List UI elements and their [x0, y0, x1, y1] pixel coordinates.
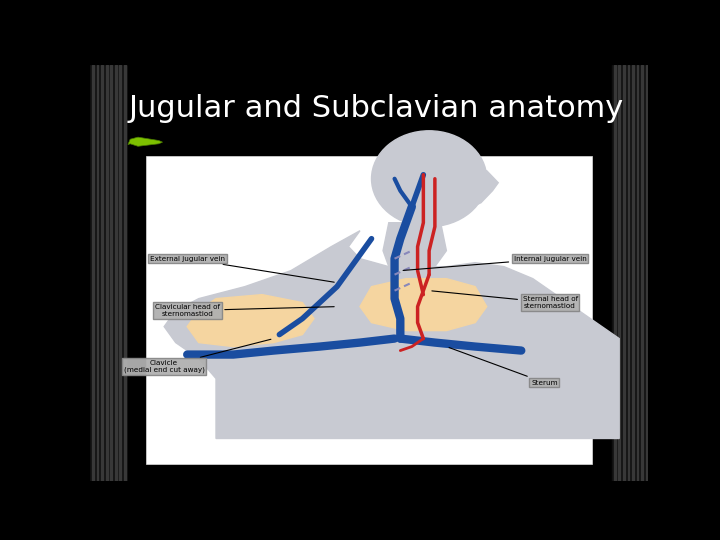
Bar: [115, 65, 117, 481]
Text: Sternal head of
sternomastiod: Sternal head of sternomastiod: [432, 291, 577, 309]
Polygon shape: [164, 231, 619, 438]
Bar: [641, 65, 642, 481]
Polygon shape: [383, 222, 446, 267]
Text: Sterum: Sterum: [449, 348, 557, 386]
Text: Jugular and Subclavian anatomy: Jugular and Subclavian anatomy: [129, 94, 624, 123]
Bar: [619, 65, 621, 481]
Bar: [103, 65, 104, 481]
Bar: [119, 65, 121, 481]
Bar: [124, 65, 126, 481]
Bar: [618, 65, 620, 481]
Bar: [646, 65, 647, 481]
Bar: [102, 65, 103, 481]
Bar: [120, 65, 121, 481]
Bar: [631, 65, 634, 481]
Bar: [110, 65, 112, 481]
Polygon shape: [128, 137, 163, 146]
Bar: [121, 65, 122, 481]
Bar: [639, 65, 641, 481]
Bar: [106, 65, 107, 481]
Bar: [635, 65, 637, 481]
Text: Clavicular head of
sternomastiod: Clavicular head of sternomastiod: [155, 304, 334, 317]
Bar: [108, 65, 110, 481]
Bar: [613, 65, 616, 481]
Bar: [628, 65, 629, 481]
Bar: [96, 65, 97, 481]
Bar: [90, 65, 92, 481]
Bar: [115, 65, 117, 481]
Bar: [101, 65, 103, 481]
Bar: [644, 65, 646, 481]
Bar: [96, 65, 99, 481]
Bar: [632, 65, 634, 481]
Bar: [92, 65, 94, 481]
Bar: [623, 65, 624, 481]
Bar: [114, 65, 115, 481]
Polygon shape: [360, 279, 487, 330]
Bar: [626, 65, 628, 481]
Bar: [628, 65, 630, 481]
Bar: [623, 65, 625, 481]
Bar: [112, 65, 114, 481]
Bar: [110, 65, 112, 481]
Text: External jugular vein: External jugular vein: [150, 255, 334, 282]
Bar: [646, 65, 648, 481]
Bar: [612, 65, 613, 481]
Ellipse shape: [372, 131, 487, 227]
Text: Internal jugular vein: Internal jugular vein: [403, 255, 587, 271]
Bar: [92, 65, 94, 481]
Bar: [107, 65, 108, 481]
Bar: [612, 65, 648, 481]
Bar: [634, 65, 635, 481]
Bar: [637, 65, 639, 481]
Bar: [99, 65, 101, 481]
Bar: [624, 65, 626, 481]
Bar: [90, 65, 126, 481]
Text: Clavicle
(medial end cut away): Clavicle (medial end cut away): [124, 339, 271, 373]
Bar: [621, 65, 623, 481]
Bar: [636, 65, 639, 481]
Bar: [642, 65, 644, 481]
Bar: [104, 65, 107, 481]
Bar: [117, 65, 119, 481]
Bar: [122, 65, 125, 481]
Bar: [616, 65, 617, 481]
Bar: [94, 65, 96, 481]
Bar: [97, 65, 99, 481]
Polygon shape: [187, 295, 314, 347]
Bar: [630, 65, 631, 481]
Bar: [617, 65, 619, 481]
Bar: [145, 156, 593, 464]
Bar: [125, 65, 126, 481]
Polygon shape: [435, 167, 498, 215]
Bar: [614, 65, 616, 481]
Bar: [642, 65, 643, 481]
